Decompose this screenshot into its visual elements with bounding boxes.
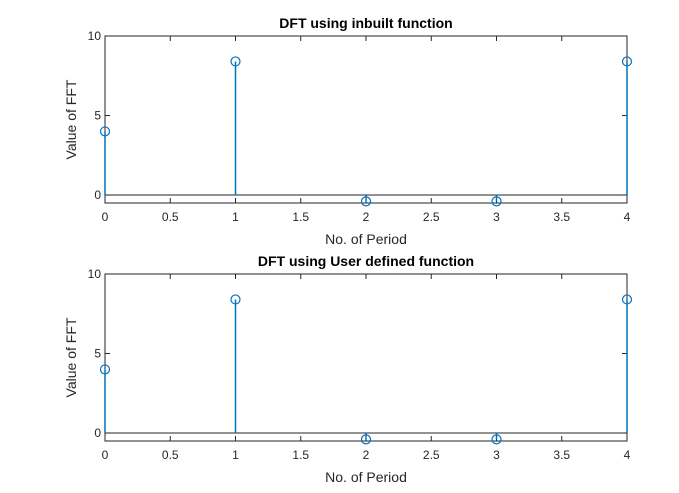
- stem-marker: [491, 434, 502, 445]
- x-tick-label: 2: [363, 448, 370, 462]
- x-tick-label: 0.5: [162, 210, 179, 224]
- y-tick-label: 10: [88, 29, 102, 43]
- chart-title: DFT using inbuilt function: [279, 15, 452, 31]
- chart-user-defined-dft: DFT using User defined function No. of P…: [63, 253, 633, 485]
- stem-marker: [230, 294, 241, 305]
- stem-marker: [360, 434, 372, 445]
- y-tick-label: 0: [94, 188, 101, 202]
- x-tick-label: 3: [493, 448, 500, 462]
- stem-marker: [621, 56, 633, 67]
- x-tick-label: 4: [624, 448, 631, 462]
- stem-marker: [99, 126, 111, 137]
- x-tick-label: 2.5: [423, 210, 440, 224]
- x-tick-label: 1.5: [292, 448, 309, 462]
- y-axis-label: Value of FFT: [63, 317, 79, 397]
- x-tick-label: 3.5: [553, 448, 570, 462]
- stem-marker: [360, 196, 372, 207]
- chart-inbuilt-dft: DFT using inbuilt function No. of Period…: [63, 15, 633, 247]
- stem-marker: [230, 56, 241, 67]
- x-tick-label: 0.5: [162, 448, 179, 462]
- stem-marker: [621, 294, 633, 305]
- x-tick-label: 1: [232, 448, 239, 462]
- y-tick-label: 5: [94, 109, 101, 123]
- axes-box: [104, 273, 628, 442]
- x-tick-label: 4: [624, 210, 631, 224]
- x-tick-label: 0: [102, 448, 109, 462]
- stem-marker: [99, 364, 111, 375]
- stem-marker: [491, 196, 502, 207]
- y-tick-label: 5: [94, 347, 101, 361]
- x-tick-label: 1.5: [292, 210, 309, 224]
- x-tick-label: 1: [232, 210, 239, 224]
- y-axis-label: Value of FFT: [63, 79, 79, 159]
- x-tick-label: 2: [363, 210, 370, 224]
- x-axis-label: No. of Period: [325, 231, 407, 247]
- y-tick-label: 0: [94, 426, 101, 440]
- x-tick-label: 0: [102, 210, 109, 224]
- x-axis-label: No. of Period: [325, 469, 407, 485]
- x-tick-label: 2.5: [423, 448, 440, 462]
- y-tick-label: 10: [88, 267, 102, 281]
- chart-title: DFT using User defined function: [258, 253, 474, 269]
- x-tick-label: 3.5: [553, 210, 570, 224]
- axes-box: [104, 35, 628, 204]
- x-tick-label: 3: [493, 210, 500, 224]
